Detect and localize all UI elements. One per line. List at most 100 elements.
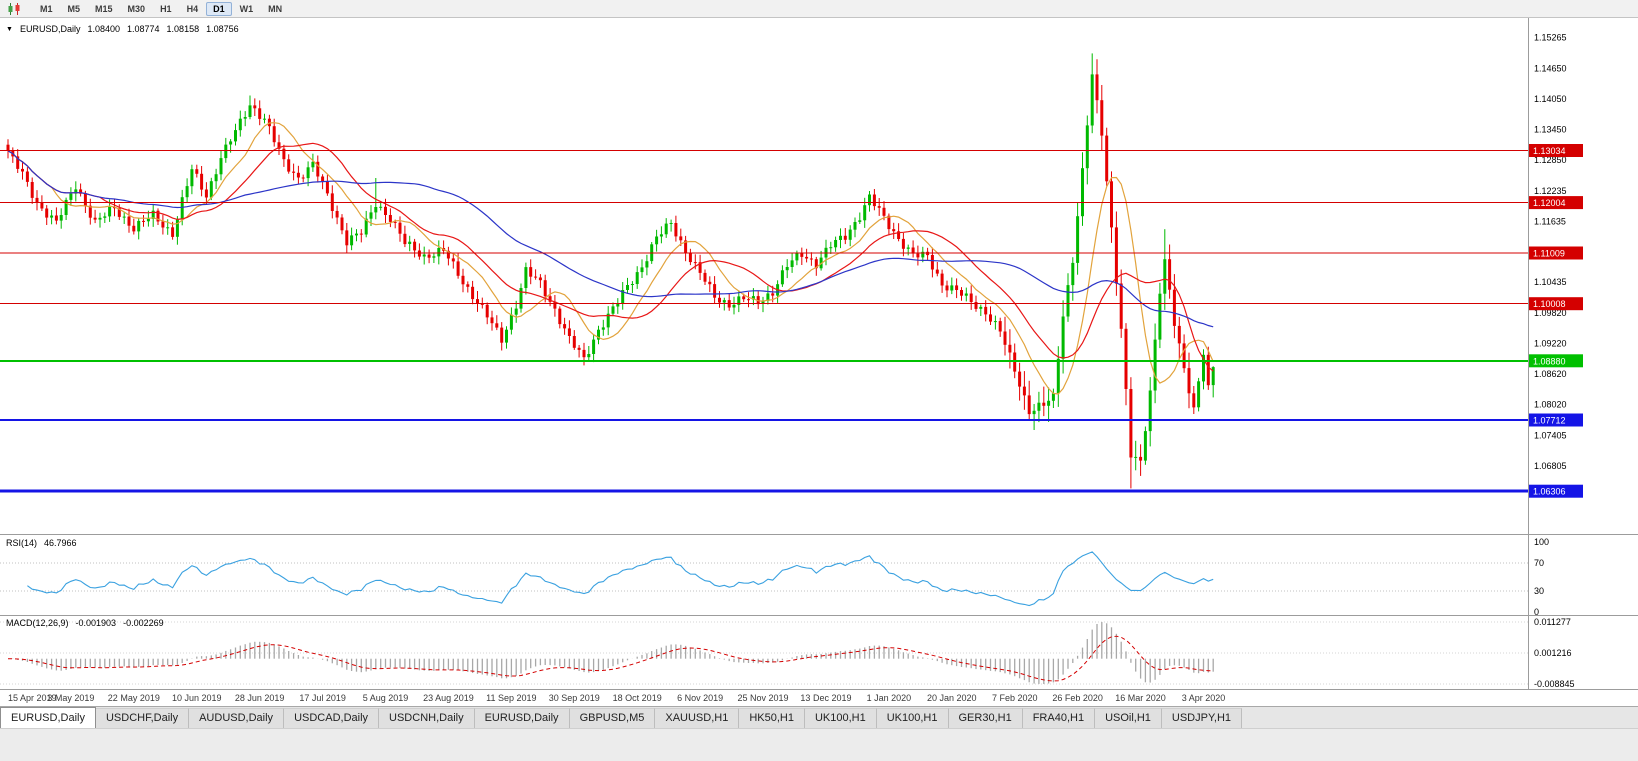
candle-body [490,317,494,324]
timeframe-button-w1[interactable]: W1 [239,3,254,14]
timeframe-button-h1[interactable]: H1 [160,3,172,14]
candle-body [393,221,397,223]
candlestick-chart-icon[interactable] [4,2,25,15]
candle-body [887,215,891,230]
timeframe-button-mn[interactable]: MN [268,3,283,14]
time-axis-label: 11 Sep 2019 [486,693,537,703]
candle-body [175,219,179,237]
candle-body [1158,293,1162,340]
price-badge-label: 1.10008 [1533,299,1566,309]
chart-tab-12[interactable]: FRA40,H1 [1022,708,1096,728]
candle-body [224,144,228,159]
chart-tab-9[interactable]: UK100,H1 [804,708,877,728]
candle-body [785,267,789,271]
chart-tab-4[interactable]: USDCNH,Daily [379,708,475,728]
timeframe-button-m5[interactable]: M5 [67,3,81,14]
chart-tab-6[interactable]: GBPUSD,M5 [569,708,656,728]
candle-body [679,236,683,241]
candle-body [1197,381,1201,408]
candle-body [1022,386,1026,396]
candle-body [868,194,871,206]
candle-body [69,193,73,200]
price-axis[interactable] [1528,18,1638,690]
candle-body [1172,289,1176,326]
chart-tab-10[interactable]: UK100,H1 [876,708,949,728]
candle-body [16,156,20,169]
timeframe-button-m30[interactable]: M30 [127,3,146,14]
candle-body [534,276,538,278]
candle-body [587,354,591,358]
candle-body [747,299,750,301]
price-badge [1529,144,1583,157]
timeframe-button-d1[interactable]: D1 [206,1,232,16]
candle-body [388,215,392,222]
candle-body [374,207,378,213]
time-axis-label: 5 Aug 2019 [362,693,409,703]
candle-body [248,105,252,117]
candle-body [292,171,296,173]
chart-tab-5[interactable]: EURUSD,Daily [474,708,570,728]
candle-body [626,285,629,290]
candle-body [432,256,436,258]
candle-body [1018,371,1022,387]
candle-body [538,277,542,281]
candle-body [761,300,765,304]
candle-body [984,306,988,315]
chart-tab-8[interactable]: HK50,H1 [739,708,805,728]
candle-body [592,339,596,354]
timeframe-button-h4[interactable]: H4 [186,3,199,14]
chart-tab-13[interactable]: USOil,H1 [1095,708,1162,728]
candle-body [1056,358,1060,394]
candle-body [25,171,29,182]
chart-tab-11[interactable]: GER30,H1 [948,708,1023,728]
candle-body [1119,283,1123,329]
candle-body [1051,393,1055,401]
candle-body [461,275,465,285]
time-axis-label: 17 Jul 2019 [299,693,346,703]
chart-tab-7[interactable]: XAUUSD,H1 [655,708,740,728]
candle-body [800,253,804,257]
candle-body [166,227,170,229]
candle-body [1168,259,1172,290]
candle-body [1081,168,1084,217]
candle-body [659,234,663,237]
macd-tick: -0.008845 [1534,679,1575,689]
time-axis-label: 15 Apr 2019 [8,693,57,703]
candle-body [780,270,784,285]
candle-body [219,158,223,175]
candle-body [814,259,818,269]
candle-body [635,272,639,284]
candle-body [234,130,237,142]
candle-body [892,229,896,232]
candle-body [751,296,755,300]
chart-tab-0[interactable]: EURUSD,Daily [0,707,96,728]
candle-body [601,327,605,330]
chart-canvas[interactable]: 1.15265 1.14650 1.14050 1.13450 1.12850 1.122… [0,18,1638,690]
candle-body [40,202,44,209]
price-badge [1529,196,1583,210]
candle-body [321,176,325,182]
chart-tab-2[interactable]: AUDUSD,Daily [189,708,285,728]
candle-body [229,141,233,145]
time-axis[interactable]: 15 Apr 2019 3 May 2019 22 May 2019 10 Jun 2… [0,690,1528,706]
candle-body [243,117,247,119]
candle-body [514,308,518,315]
candle-body [901,238,905,249]
candle-body [519,288,523,309]
candle-body [306,167,310,179]
chart-tab-1[interactable]: USDCHF,Daily [95,708,190,728]
candle-body [1187,368,1191,394]
candle-body [756,296,760,305]
candle-body [79,189,83,194]
candle-body [1148,390,1152,432]
timeframe-button-m15[interactable]: M15 [95,3,113,14]
chart-tab-3[interactable]: USDCAD,Daily [284,708,380,728]
chart-tab-14[interactable]: USDJPY,H1 [1161,708,1243,728]
price-tick: 1.14650 [1534,64,1567,74]
timeframe-button-m1[interactable]: M1 [40,3,53,14]
candle-body [955,285,959,290]
time-axis-label: 3 May 2019 [47,693,95,703]
candle-body [132,225,136,232]
candle-body [1100,100,1104,136]
time-axis-label: 3 Apr 2020 [1181,693,1226,703]
